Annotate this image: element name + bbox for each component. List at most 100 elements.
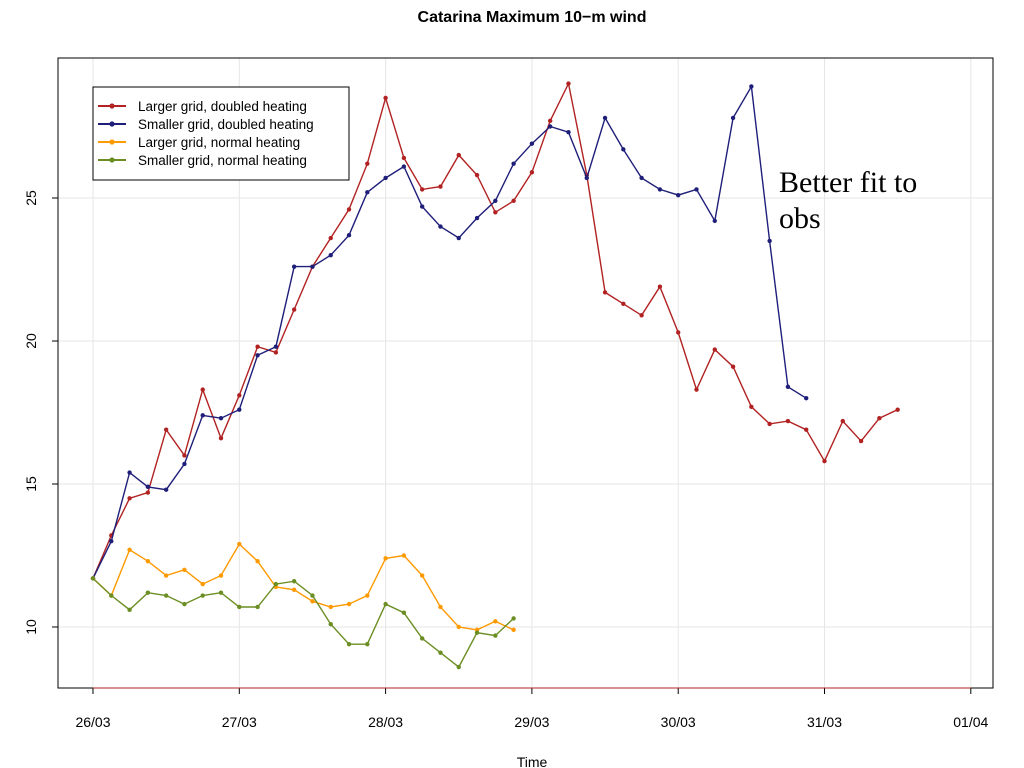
data-point-smaller-grid-normal-heating — [383, 601, 388, 607]
data-point-larger-grid-normal-heating — [218, 573, 224, 578]
data-point-smaller-grid-doubled-heating — [804, 396, 809, 401]
data-point-smaller-grid-doubled-heating — [200, 413, 205, 418]
data-point-smaller-grid-normal-heating — [182, 601, 187, 607]
data-point-larger-grid-doubled-heating — [566, 81, 571, 86]
series-line-smaller-grid-normal-heating — [92, 577, 515, 669]
data-point-larger-grid-doubled-heating — [237, 393, 242, 398]
data-point-smaller-grid-doubled-heating — [310, 264, 315, 269]
y-axis: 10 15 20 25 — [23, 190, 58, 635]
legend-swatch-point — [109, 157, 115, 163]
annotation-line-2: obs — [779, 202, 821, 235]
data-point-smaller-grid-doubled-heating — [438, 224, 443, 229]
data-point-smaller-grid-normal-heating — [255, 604, 260, 610]
data-point-smaller-grid-doubled-heating — [566, 130, 571, 135]
data-point-smaller-grid-normal-heating — [456, 664, 461, 670]
x-tick-label: 30/03 — [661, 714, 696, 730]
data-point-smaller-grid-doubled-heating — [273, 344, 279, 349]
data-point-smaller-grid-normal-heating — [310, 593, 315, 598]
data-point-smaller-grid-doubled-heating — [127, 470, 132, 475]
data-point-smaller-grid-normal-heating — [401, 610, 407, 615]
data-point-smaller-grid-normal-heating — [328, 621, 333, 627]
legend-box — [92, 86, 350, 181]
series-line-smaller-grid-doubled-heating — [92, 84, 807, 579]
data-point-smaller-grid-normal-heating — [346, 641, 352, 647]
data-point-larger-grid-normal-heating — [383, 556, 388, 561]
data-point-larger-grid-doubled-heating — [493, 210, 498, 215]
data-point-larger-grid-normal-heating — [182, 567, 187, 572]
data-point-smaller-grid-doubled-heating — [474, 215, 480, 221]
data-point-larger-grid-normal-heating — [365, 593, 370, 598]
data-point-larger-grid-normal-heating — [237, 541, 242, 547]
data-point-smaller-grid-normal-heating — [419, 636, 425, 641]
legend: Larger grid, doubled heating Smaller grid… — [92, 86, 350, 181]
data-point-smaller-grid-normal-heating — [163, 593, 169, 598]
data-point-larger-grid-doubled-heating — [511, 198, 516, 204]
data-point-larger-grid-normal-heating — [255, 559, 260, 564]
data-point-larger-grid-normal-heating — [493, 619, 498, 624]
data-point-larger-grid-doubled-heating — [456, 152, 461, 158]
data-point-smaller-grid-doubled-heating — [237, 407, 242, 412]
data-point-smaller-grid-normal-heating — [237, 604, 242, 610]
data-point-larger-grid-doubled-heating — [419, 187, 425, 192]
annotation-line-1: Better fit to — [779, 166, 917, 199]
data-point-smaller-grid-doubled-heating — [584, 175, 589, 181]
data-point-larger-grid-doubled-heating — [785, 418, 791, 424]
data-point-larger-grid-doubled-heating — [895, 407, 900, 412]
data-point-smaller-grid-doubled-heating — [785, 384, 791, 389]
data-point-larger-grid-doubled-heating — [365, 161, 370, 166]
data-point-larger-grid-doubled-heating — [474, 172, 480, 178]
data-point-smaller-grid-normal-heating — [291, 579, 297, 584]
x-axis: 26/03 27/03 28/03 29/03 30/03 31/03 01/04 — [75, 687, 989, 730]
data-point-smaller-grid-doubled-heating — [291, 264, 297, 269]
data-point-larger-grid-doubled-heating — [712, 347, 717, 352]
data-point-larger-grid-normal-heating — [419, 573, 425, 578]
y-tick-label: 10 — [23, 619, 39, 635]
data-point-larger-grid-doubled-heating — [804, 427, 809, 432]
data-point-smaller-grid-doubled-heating — [602, 115, 608, 121]
data-point-larger-grid-doubled-heating — [602, 290, 608, 295]
data-point-smaller-grid-doubled-heating — [182, 461, 187, 467]
legend-swatch-point — [109, 103, 115, 109]
data-point-larger-grid-doubled-heating — [858, 438, 864, 444]
data-point-smaller-grid-doubled-heating — [365, 190, 370, 195]
data-point-smaller-grid-doubled-heating — [767, 238, 772, 244]
data-point-smaller-grid-normal-heating — [218, 590, 224, 595]
data-point-larger-grid-doubled-heating — [438, 184, 443, 189]
annotation: Better fit to obs — [779, 166, 925, 235]
data-point-smaller-grid-normal-heating — [493, 633, 498, 638]
data-point-smaller-grid-doubled-heating — [401, 164, 407, 169]
data-point-larger-grid-doubled-heating — [822, 458, 827, 464]
data-point-larger-grid-doubled-heating — [383, 95, 388, 101]
data-point-smaller-grid-normal-heating — [127, 607, 132, 613]
data-point-smaller-grid-normal-heating — [200, 593, 205, 598]
series-line-larger-grid-normal-heating — [92, 542, 514, 631]
data-point-larger-grid-normal-heating — [438, 604, 443, 610]
data-point-larger-grid-normal-heating — [200, 581, 205, 587]
data-point-larger-grid-doubled-heating — [676, 330, 681, 335]
data-point-smaller-grid-normal-heating — [511, 616, 516, 621]
series-smaller-grid-doubled-heating — [90, 84, 809, 581]
x-tick-label: 31/03 — [807, 714, 842, 730]
data-point-smaller-grid-normal-heating — [365, 641, 370, 647]
data-point-larger-grid-doubled-heating — [328, 235, 333, 241]
data-point-smaller-grid-doubled-heating — [419, 204, 425, 209]
x-tick-label: 27/03 — [222, 714, 257, 730]
data-point-smaller-grid-doubled-heating — [511, 161, 516, 166]
data-point-smaller-grid-doubled-heating — [730, 115, 736, 121]
data-point-larger-grid-normal-heating — [145, 559, 151, 564]
chart-title: Catarina Maximum 10−m wind — [418, 9, 647, 26]
legend-label: Smaller grid, doubled heating — [138, 117, 314, 132]
data-point-smaller-grid-normal-heating — [109, 593, 114, 598]
data-point-larger-grid-doubled-heating — [200, 387, 205, 392]
legend-label: Larger grid, normal heating — [138, 135, 300, 150]
data-point-smaller-grid-doubled-heating — [456, 235, 461, 241]
series-larger-grid-normal-heating — [90, 541, 516, 633]
data-point-larger-grid-normal-heating — [127, 547, 132, 552]
legend-label: Smaller grid, normal heating — [138, 153, 307, 168]
y-tick-label: 20 — [23, 333, 39, 349]
data-point-smaller-grid-doubled-heating — [328, 253, 333, 258]
series-layer — [90, 81, 900, 670]
legend-swatch-point — [109, 121, 115, 127]
series-smaller-grid-normal-heating — [90, 576, 516, 670]
data-point-smaller-grid-doubled-heating — [639, 175, 644, 181]
